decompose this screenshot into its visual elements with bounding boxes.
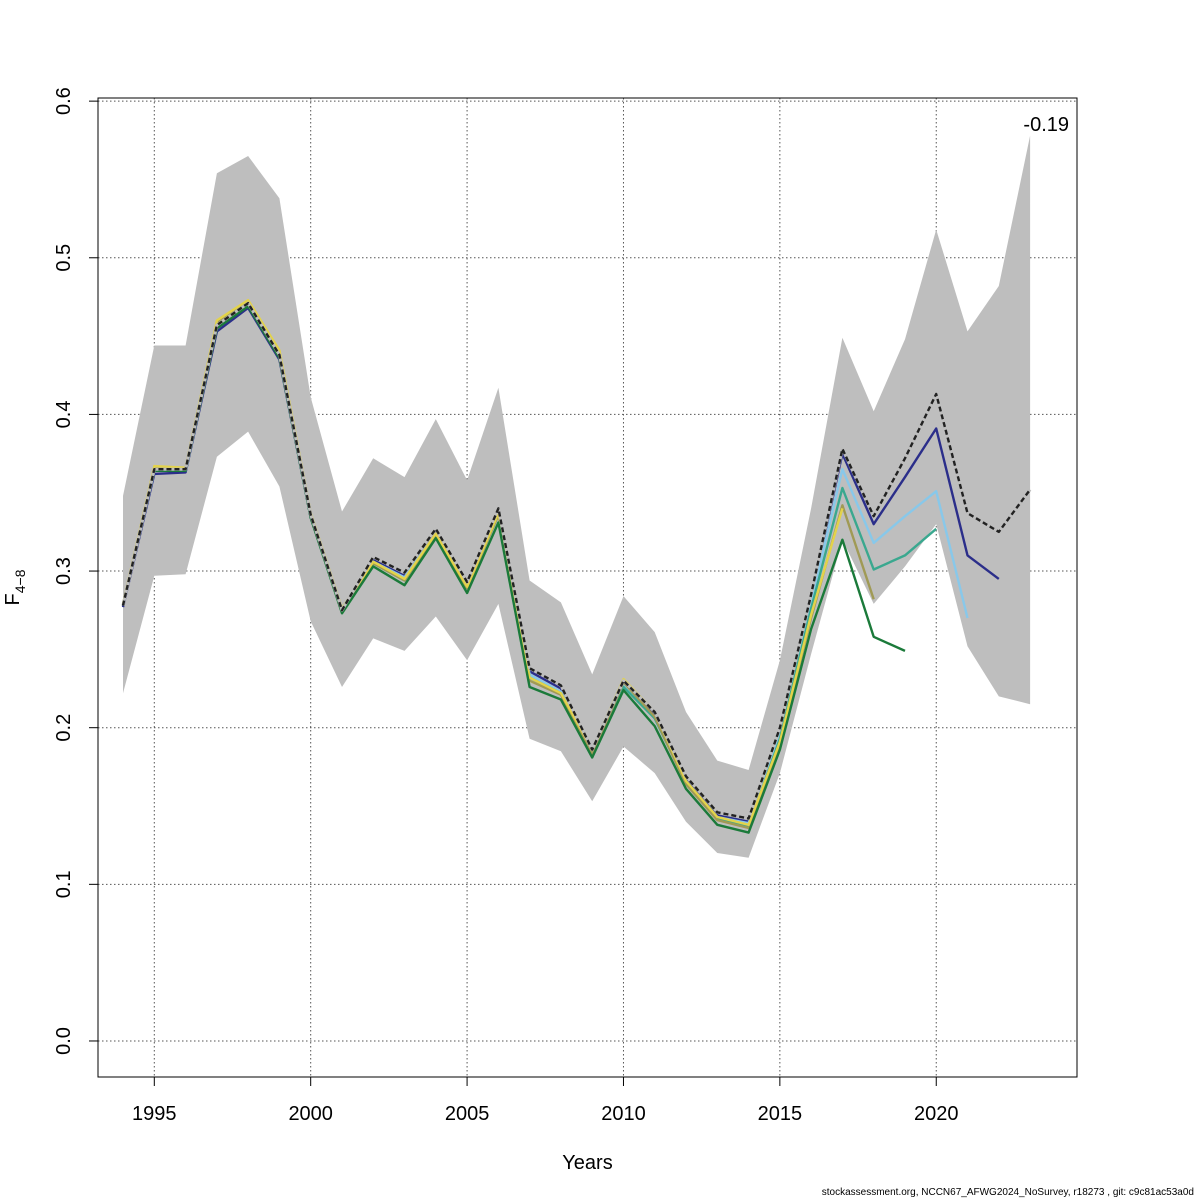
confidence-band-area bbox=[123, 135, 1031, 858]
y-tick-label: 0.5 bbox=[53, 244, 75, 272]
confidence-band bbox=[123, 135, 1031, 858]
series-line-peelminus-5 bbox=[121, 298, 844, 826]
y-tick-label: 0.2 bbox=[53, 714, 75, 742]
x-tick-label: 2010 bbox=[601, 1103, 646, 1125]
y-tick-label: 0.6 bbox=[53, 87, 75, 115]
x-tick-label: 2020 bbox=[914, 1103, 959, 1125]
series-lines bbox=[121, 298, 1032, 834]
y-axis-title: F4−8 bbox=[2, 569, 28, 605]
y-axis-title-sub: 4−8 bbox=[12, 569, 28, 593]
x-tick-label: 2015 bbox=[758, 1103, 803, 1125]
x-tick-label: 2000 bbox=[288, 1103, 333, 1125]
x-tick-label: 2005 bbox=[445, 1103, 490, 1125]
x-axis-title: Years bbox=[562, 1152, 612, 1174]
series-line-peelminus-6 bbox=[121, 305, 906, 834]
footer-credit: stockassessment.org, NCCN67_AFWG2024_NoS… bbox=[821, 1187, 1194, 1198]
y-tick-label: 0.1 bbox=[53, 870, 75, 898]
annotation-label: -0.19 bbox=[1023, 114, 1069, 136]
y-tick-label: 0.3 bbox=[53, 557, 75, 585]
series-line-base bbox=[121, 302, 1032, 820]
axes: 1995 2000 2005 2010 2015 2020 0.0 0.1 0.2 0.3 0.4 0… bbox=[53, 87, 958, 1125]
y-tick-label: 0.0 bbox=[53, 1027, 75, 1055]
y-tick-label: 0.4 bbox=[53, 401, 75, 429]
x-tick-label: 1995 bbox=[132, 1103, 177, 1125]
y-axis-title-main: F bbox=[2, 593, 24, 605]
